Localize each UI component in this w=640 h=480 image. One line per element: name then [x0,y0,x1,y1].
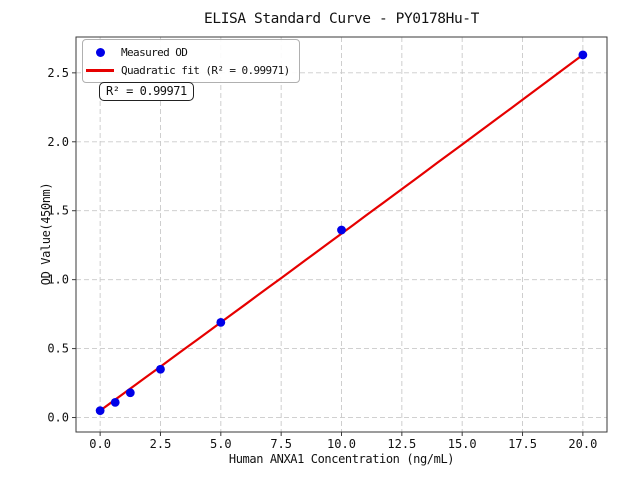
r-squared-annotation: R² = 0.99971 [99,82,194,101]
legend-handle [86,47,114,57]
legend-entry-measured-od: Measured OD [86,44,290,60]
x-tick-label: 10.0 [327,437,356,451]
y-axis-label: OD Value(450nm) [39,182,53,286]
legend-entry-quadratic-fit: Quadratic fit (R² = 0.99971) [86,62,290,78]
data-point [95,406,105,416]
data-point [337,225,346,235]
data-point [578,50,588,60]
y-tick-label: 0.0 [47,411,69,425]
data-point [110,397,120,407]
y-tick-label: 0.5 [47,342,69,356]
x-tick-label: 12.5 [387,437,416,451]
x-tick-label: 15.0 [448,437,477,451]
x-tick-label: 7.5 [270,437,292,451]
legend-label-quadratic-fit: Quadratic fit (R² = 0.99971) [121,63,290,77]
quadratic-fit-line-marker [86,68,114,72]
x-tick-label: 2.5 [150,437,172,451]
x-tick-label: 17.5 [508,437,537,451]
y-tick-label: 1.5 [47,204,69,218]
chart-title: ELISA Standard Curve - PY0178Hu-T [204,11,479,27]
data-point [125,388,135,398]
y-tick-label: 2.5 [47,66,69,80]
legend-handle [86,68,114,72]
legend-label-measured-od: Measured OD [121,45,188,59]
measured-od-dot-marker [95,47,105,57]
x-tick-label: 5.0 [210,437,232,451]
data-point [156,364,165,374]
x-tick-label: 0.0 [89,437,111,451]
y-tick-label: 1.0 [47,273,69,287]
y-tick-label: 2.0 [47,135,69,149]
x-tick-label: 20.0 [568,437,597,451]
legend: Measured OD Quadratic fit (R² = 0.99971) [82,39,300,83]
data-point [216,317,226,327]
plot-border [75,36,608,433]
x-axis-label: Human ANXA1 Concentration (ng/mL) [228,452,455,466]
